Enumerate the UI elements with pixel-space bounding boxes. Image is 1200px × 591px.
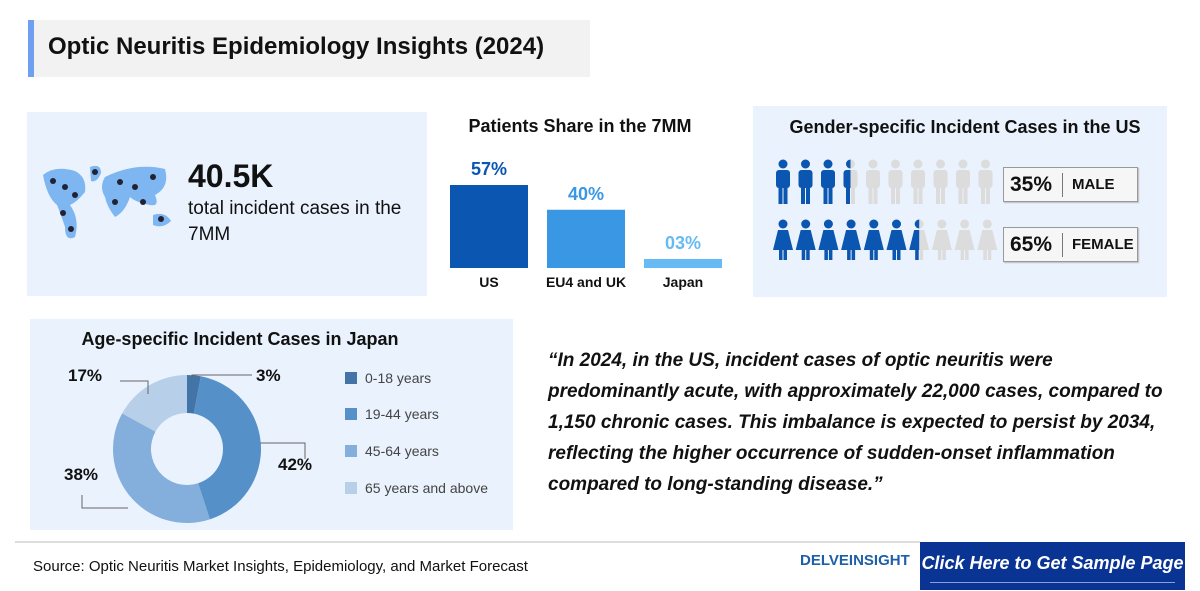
bar-value-label-1: 40% <box>568 184 604 204</box>
male-pct: 35% <box>1010 173 1053 196</box>
female-person-icon <box>931 219 952 260</box>
bar-value-label-2: 03% <box>665 233 701 253</box>
gender-title: Gender-specific Incident Cases in the US <box>789 117 1141 137</box>
male-label: MALE <box>1072 176 1115 193</box>
bar-value-label-0: 57% <box>471 159 507 179</box>
female-pct: 65% <box>1010 233 1053 256</box>
female-stat-box: 65% FEMALE <box>1003 227 1138 262</box>
gender-pictogram <box>773 159 998 260</box>
bar-2 <box>644 259 722 268</box>
male-person-icon <box>956 159 970 204</box>
male-person-icon <box>978 159 993 204</box>
donut-slice-2 <box>112 413 210 523</box>
title-box: Optic Neuritis Epidemiology Insights (20… <box>28 20 590 77</box>
male-person-icon <box>821 159 835 204</box>
bar-category-label-0: US <box>479 274 498 290</box>
donut-label-3: 17% <box>68 366 103 385</box>
donut-slice-3 <box>122 375 187 432</box>
delveinsight-logo: DELVEINSIGHT <box>800 552 910 569</box>
bar-1 <box>547 209 625 268</box>
female-person-icon <box>886 219 907 260</box>
total-cases-label: total incident cases in the 7MM <box>188 198 402 245</box>
female-person-icon <box>977 219 998 260</box>
male-stat-box: 35% MALE <box>1003 167 1138 202</box>
male-person-icon <box>911 159 925 204</box>
female-person-icon <box>863 219 884 260</box>
donut-label-1: 42% <box>278 455 313 474</box>
male-person-icon <box>798 159 813 204</box>
footer-divider <box>15 541 920 543</box>
bar-category-label-1: EU4 and UK <box>546 274 626 290</box>
quote-text: “In 2024, in the US, incident cases of o… <box>548 350 1163 495</box>
male-person-icon <box>933 159 948 204</box>
donut-label-2: 38% <box>64 465 99 484</box>
leader-line <box>260 442 306 459</box>
leader-line <box>120 380 149 394</box>
donut-title: Age-specific Incident Cases in Japan <box>81 329 399 349</box>
female-person-icon <box>818 219 839 260</box>
total-cases-value: 40.5K <box>188 158 274 194</box>
female-person-icon <box>909 219 930 260</box>
female-label: FEMALE <box>1072 236 1134 253</box>
leader-line <box>81 495 128 509</box>
legend-item-3: 65 years and above <box>345 480 488 496</box>
female-person-icon <box>954 219 975 260</box>
female-person-icon <box>773 219 793 260</box>
source-text: Source: Optic Neuritis Market Insights, … <box>33 558 528 575</box>
donut-chart <box>81 374 306 523</box>
legend-item-1: 19-44 years <box>345 406 439 422</box>
leader-line <box>191 374 252 379</box>
bar-chart-title: Patients Share in the 7MM <box>468 116 692 136</box>
legend-item-2: 45-64 years <box>345 443 439 459</box>
bar-0 <box>450 185 528 268</box>
donut-label-0: 3% <box>256 366 281 385</box>
page-title: Optic Neuritis Epidemiology Insights (20… <box>48 33 545 60</box>
world-map-people-icon <box>43 165 171 239</box>
donut-slice-1 <box>193 376 261 520</box>
bar-chart: 57% US 40% EU4 and UK 03% Japan <box>450 159 722 290</box>
male-person-icon <box>866 159 880 204</box>
age-panel <box>30 319 513 530</box>
male-person-icon <box>843 159 858 204</box>
male-person-icon <box>776 159 790 204</box>
sample-page-button[interactable]: Click Here to Get Sample Page <box>920 542 1185 590</box>
bar-category-label-2: Japan <box>663 274 703 290</box>
male-person-icon <box>888 159 903 204</box>
total-cases-panel <box>27 112 427 296</box>
female-person-icon <box>795 219 816 260</box>
donut-slice-0 <box>187 375 201 414</box>
legend-item-0: 0-18 years <box>345 370 431 386</box>
female-person-icon <box>841 219 862 260</box>
